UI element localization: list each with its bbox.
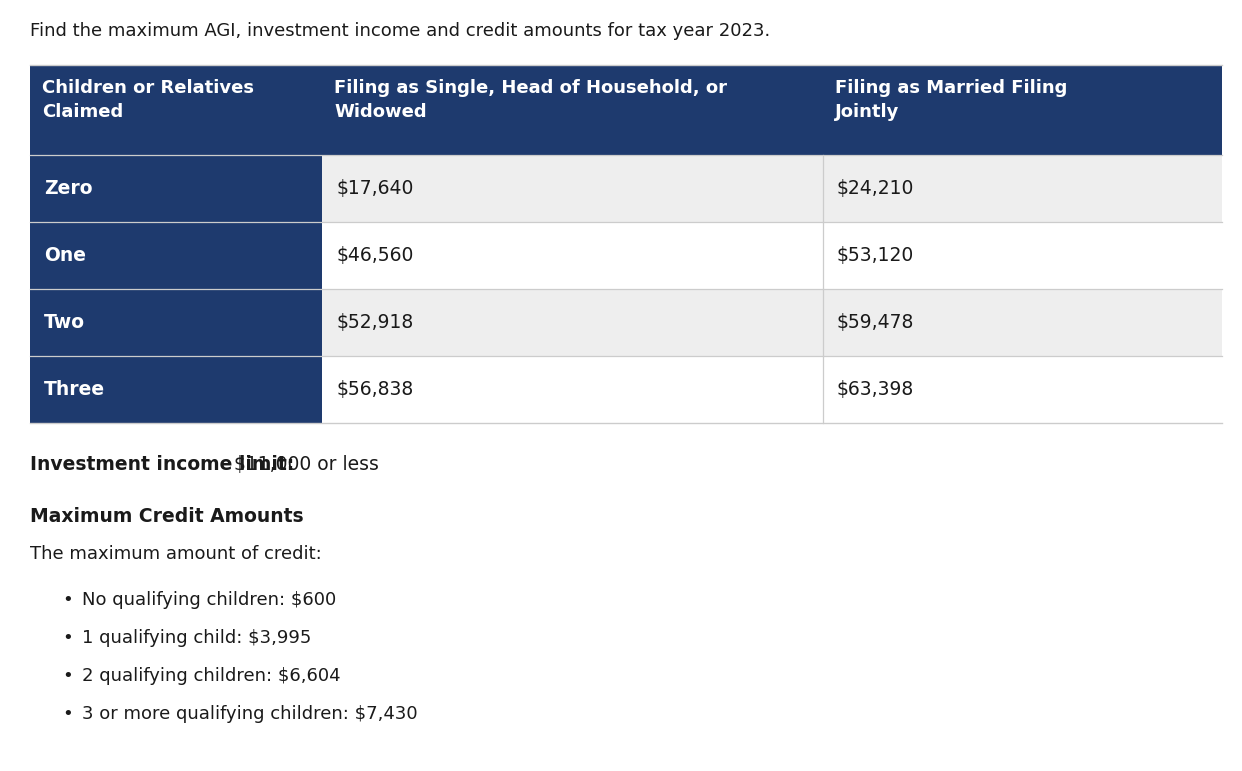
Text: Children or Relatives
Claimed: Children or Relatives Claimed [42,79,255,121]
Text: •: • [62,629,73,647]
Text: $24,210: $24,210 [837,179,914,198]
Bar [30,155,322,222]
Text: •: • [62,667,73,685]
Bar [30,155,1222,222]
Text: Investment income limit:: Investment income limit: [30,455,294,474]
Text: The maximum amount of credit:: The maximum amount of credit: [30,545,322,563]
Text: $11,000 or less: $11,000 or less [229,455,379,474]
Text: $52,918: $52,918 [337,313,414,332]
Text: 2 qualifying children: $6,604: 2 qualifying children: $6,604 [82,667,340,685]
Text: 1 qualifying child: $3,995: 1 qualifying child: $3,995 [82,629,312,647]
Text: $59,478: $59,478 [837,313,914,332]
Text: Filing as Married Filing
Jointly: Filing as Married Filing Jointly [835,79,1067,121]
Bar [30,222,322,289]
Bar [30,356,1222,423]
Bar [30,289,322,356]
Text: •: • [62,705,73,723]
Bar [30,289,1222,356]
Text: No qualifying children: $600: No qualifying children: $600 [82,591,337,609]
Text: $46,560: $46,560 [337,246,414,265]
Bar [30,356,322,423]
Bar [30,65,1222,155]
Text: Filing as Single, Head of Household, or
Widowed: Filing as Single, Head of Household, or … [334,79,727,121]
Text: One: One [43,246,86,265]
Bar [30,222,1222,289]
Text: $56,838: $56,838 [337,380,414,399]
Text: •: • [62,591,73,609]
Text: Find the maximum AGI, investment income and credit amounts for tax year 2023.: Find the maximum AGI, investment income … [30,22,770,40]
Text: Three: Three [43,380,106,399]
Text: Two: Two [43,313,84,332]
Text: $63,398: $63,398 [837,380,914,399]
Text: $17,640: $17,640 [337,179,414,198]
Text: $53,120: $53,120 [837,246,914,265]
Text: Zero: Zero [43,179,92,198]
Text: Maximum Credit Amounts: Maximum Credit Amounts [30,507,303,526]
Text: 3 or more qualifying children: $7,430: 3 or more qualifying children: $7,430 [82,705,417,723]
